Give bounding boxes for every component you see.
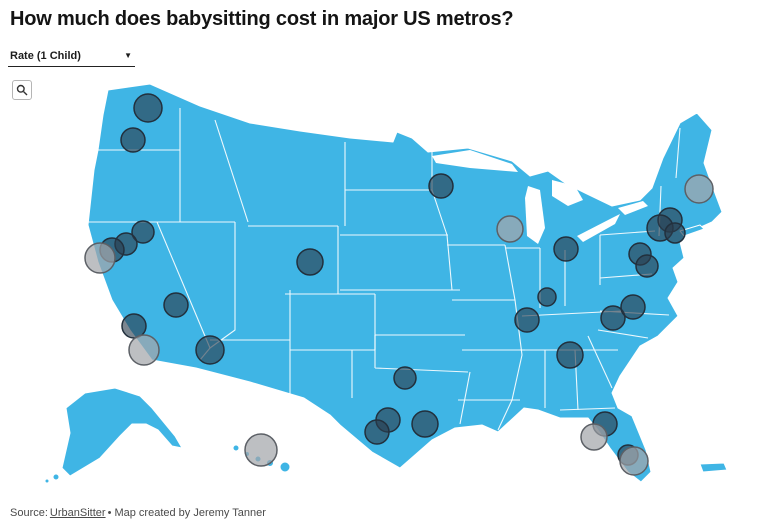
state-borders-east [497, 127, 681, 431]
source-link[interactable]: UrbanSitter [49, 507, 106, 519]
lakes-layer [432, 150, 648, 244]
us-map-svg [44, 83, 728, 484]
metro-circle[interactable] [620, 294, 646, 320]
metro-circle[interactable] [84, 242, 116, 274]
metro-circle[interactable] [133, 93, 163, 123]
metro-circle[interactable] [428, 173, 454, 199]
metro-circle[interactable] [128, 334, 160, 366]
metro-circle[interactable] [619, 446, 649, 476]
map-credit: • Map created by Jeremy Tanner [107, 507, 266, 519]
page-title: How much does babysitting cost in major … [10, 8, 514, 30]
lake-huron [552, 180, 583, 206]
us-map [0, 68, 768, 493]
metro-circle[interactable] [553, 236, 579, 262]
metro-circle[interactable] [244, 433, 278, 467]
alaska-shape [61, 387, 183, 477]
metro-circle[interactable] [514, 307, 540, 333]
lake-ontario [618, 201, 648, 215]
metro-circle[interactable] [296, 248, 324, 276]
lake-erie [577, 214, 620, 242]
lake-michigan [525, 186, 545, 244]
metro-circle[interactable] [131, 220, 155, 244]
metro-circle[interactable] [364, 419, 390, 445]
state-borders-plains [340, 142, 525, 425]
metro-circles-layer [84, 93, 714, 476]
metro-circle[interactable] [635, 254, 659, 278]
chevron-down-icon: ▼ [124, 51, 132, 60]
footer: Source: UrbanSitter • Map created by Jerem… [10, 507, 268, 519]
puerto-rico-shape [699, 462, 728, 473]
metro-circle[interactable] [496, 215, 524, 243]
metro-circle[interactable] [393, 366, 417, 390]
metro-circle[interactable] [556, 341, 584, 369]
zoom-button[interactable] [12, 80, 32, 100]
hawaii-island [232, 444, 240, 452]
metro-circle[interactable] [411, 410, 439, 438]
metro-circle[interactable] [120, 127, 146, 153]
rate-dropdown[interactable]: Rate (1 Child) ▼ [8, 48, 135, 67]
rate-dropdown-label: Rate (1 Child) [10, 50, 81, 62]
metro-circle[interactable] [600, 305, 626, 331]
source-label: Source: [10, 507, 48, 519]
aleutian-island [44, 478, 50, 484]
metro-circle[interactable] [684, 174, 714, 204]
magnifier-icon [16, 84, 28, 96]
metro-circle[interactable] [163, 292, 189, 318]
lake-superior [432, 150, 518, 172]
metro-circle[interactable] [537, 287, 557, 307]
aleutian-island [52, 473, 60, 481]
hawaii-island [279, 461, 291, 473]
metro-circle[interactable] [580, 423, 608, 451]
metro-circle[interactable] [195, 335, 225, 365]
metro-circle[interactable] [664, 222, 686, 244]
state-borders-layer [88, 108, 681, 431]
